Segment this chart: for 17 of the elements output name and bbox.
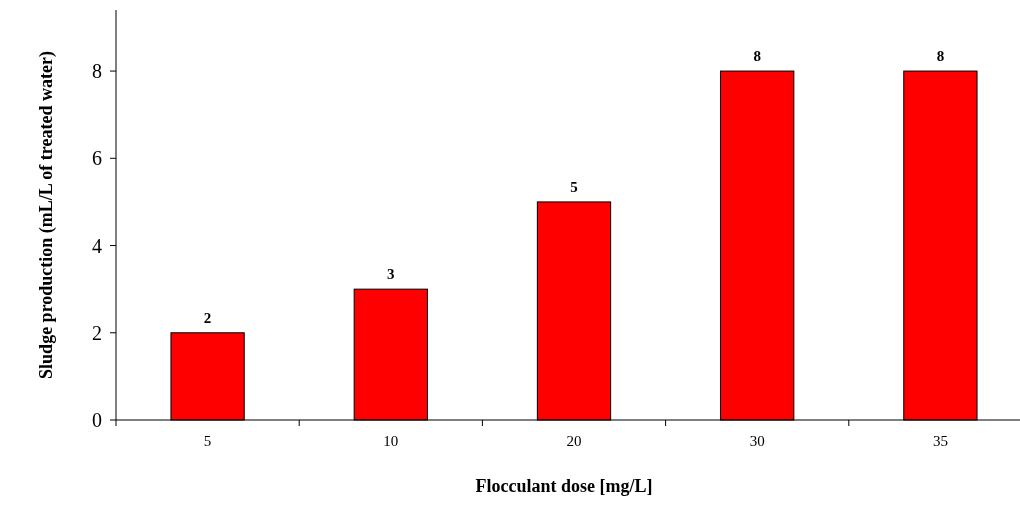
data-label: 3 [387, 266, 395, 283]
data-label: 8 [753, 48, 761, 65]
x-axis-title: Flocculant dose [mg/L] [475, 476, 653, 496]
x-tick-label: 5 [203, 433, 212, 449]
y-tick-label: 0 [92, 409, 102, 431]
data-label: 5 [570, 178, 578, 195]
x-tick-label: 20 [566, 433, 582, 449]
y-axis-title: Sludge production (mL/L of treated water) [36, 51, 57, 379]
y-tick-label: 6 [92, 147, 102, 170]
x-tick-label: 35 [932, 433, 948, 449]
y-tick-label: 4 [92, 234, 102, 257]
data-label: 8 [936, 48, 945, 65]
x-tick-label: 10 [383, 433, 399, 449]
data-label: 2 [203, 309, 212, 326]
x-tick-label: 30 [749, 433, 765, 449]
y-tick-label: 8 [92, 60, 102, 83]
y-tick-label: 2 [92, 321, 102, 344]
